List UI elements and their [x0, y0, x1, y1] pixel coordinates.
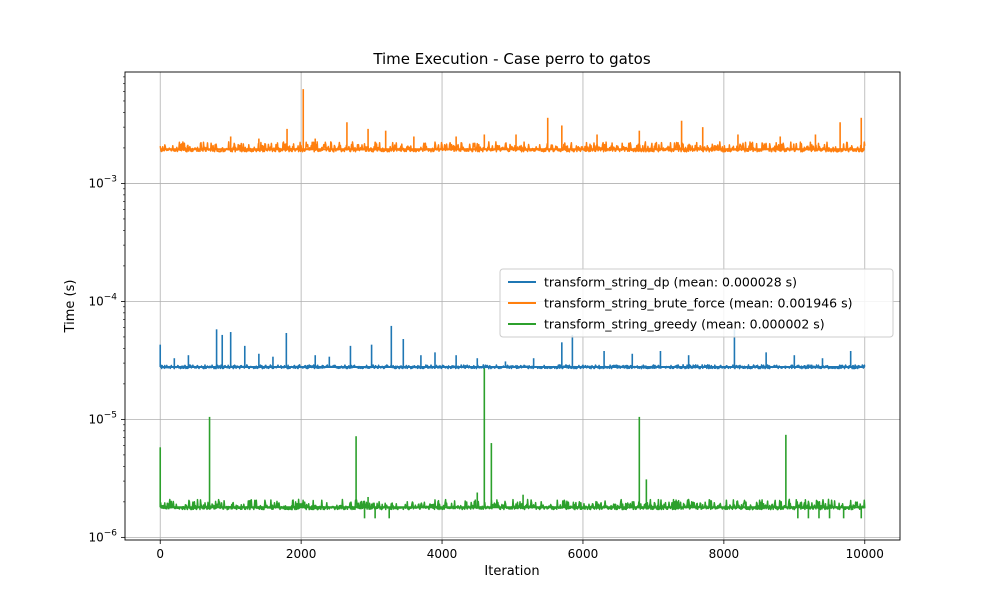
x-axis: 0 2000 4000 6000 8000 10000 [156, 540, 884, 561]
y-axis: 10−6 10−5 10−4 10−3 [88, 76, 125, 544]
x-tick-label: 8000 [709, 547, 740, 561]
plot-area [159, 89, 866, 519]
x-axis-label: Iteration [484, 564, 539, 579]
legend: transform_string_dp (mean: 0.000028 s) tr… [499, 268, 894, 338]
y-tick-label: 10−4 [88, 292, 117, 308]
x-tick-label: 0 [156, 547, 164, 561]
x-tick-label: 4000 [427, 547, 458, 561]
series-2 [159, 89, 866, 153]
legend-box [499, 268, 894, 338]
series-3 [159, 368, 866, 519]
x-tick-label: 10000 [846, 547, 884, 561]
legend-entry: transform_string_greedy (mean: 0.000002 … [544, 317, 825, 332]
chart-title: Time Execution - Case perro to gatos [372, 50, 651, 68]
series-1 [159, 325, 866, 370]
x-tick-label: 6000 [568, 547, 599, 561]
legend-entry: transform_string_brute_force (mean: 0.00… [544, 296, 852, 311]
axes-frame [124, 71, 901, 541]
y-axis-label: Time (s) [63, 280, 78, 334]
y-tick-label: 10−3 [88, 174, 117, 190]
x-tick-label: 2000 [286, 547, 317, 561]
y-tick-label: 10−5 [88, 410, 117, 426]
y-tick-label: 10−6 [88, 528, 117, 544]
legend-entry: transform_string_dp (mean: 0.000028 s) [544, 275, 797, 290]
